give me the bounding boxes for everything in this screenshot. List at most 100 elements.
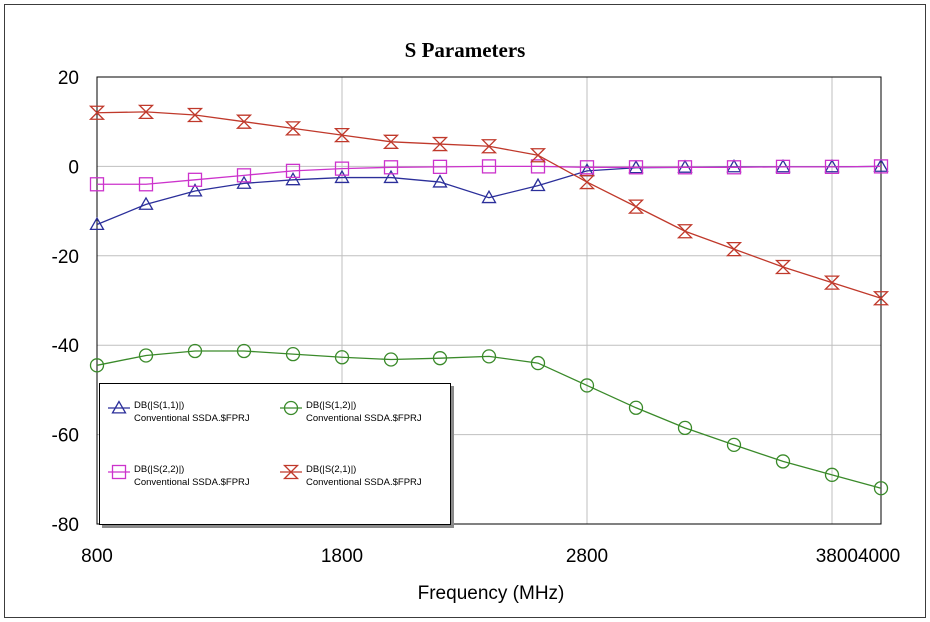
data-point-s12 [187,343,203,359]
legend-marker [111,464,127,480]
series-line-s22 [97,165,882,185]
data-point-s22 [873,159,889,174]
legend-label: DB(|S(2,1)|) [306,464,357,475]
series-s22 [89,159,889,192]
series-s21 [88,104,890,306]
data-point-s22 [432,159,448,174]
data-point-s21 [235,114,253,129]
x-tick-label: 2800 [566,546,608,567]
data-point-s21 [823,275,841,290]
series-layer [88,104,890,496]
data-point-s21 [333,127,351,143]
data-point-s12 [236,343,252,359]
data-point-s21 [774,259,792,275]
chart-frame: S Parameters 20 0 -20 -40 -60 -80 800 1800 2800… [4,4,926,618]
y-tick-label: -60 [52,426,79,447]
legend-swatch-s12 [280,400,302,416]
data-point-s11 [89,216,105,231]
x-axis-ticks: 800 1800 2800 38004000 [81,546,900,567]
data-point-s21 [88,105,106,120]
legend-item-s11: DB(|S(1,1)|) Conventional SSDA.$FPRJ [106,400,276,440]
data-point-s21 [529,148,547,163]
data-point-s22 [677,160,693,175]
legend-item-s12: DB(|S(1,2)|) Conventional SSDA.$FPRJ [278,400,448,440]
data-point-s21 [382,134,400,149]
data-point-s21 [186,107,204,123]
legend-sublabel: Conventional SSDA.$FPRJ [134,477,250,488]
data-point-s12 [481,349,497,364]
data-point-s11 [677,159,693,173]
y-tick-label: -40 [52,336,79,357]
series-line-s11 [96,165,882,226]
x-tick-label: 800 [81,546,113,567]
data-point-s12 [138,348,154,363]
data-point-s12 [530,355,546,371]
data-point-s22 [579,160,595,175]
legend-swatch-s21 [280,464,302,480]
data-point-s12 [628,400,644,415]
data-point-s11 [334,169,350,184]
data-point-s21 [137,104,155,120]
legend-swatch-s22 [108,464,130,480]
data-point-s11 [873,158,889,172]
data-point-s21 [578,174,596,190]
y-tick-label: 0 [68,157,79,178]
data-point-s11 [824,159,840,173]
data-point-s11 [383,169,399,184]
data-point-s21 [284,121,302,136]
data-point-s11 [236,175,252,189]
data-point-s11 [187,183,203,197]
legend: DB(|S(1,1)|) Conventional SSDA.$FPRJ DB(|S… [99,383,451,525]
data-point-s12 [579,378,595,393]
data-point-s12 [726,437,742,453]
series-s11 [89,158,889,231]
data-point-s12 [677,420,693,436]
legend-marker [283,400,299,416]
data-point-s12 [89,358,105,373]
data-point-s11 [285,171,301,186]
data-point-s22 [530,159,546,174]
series-line-s12 [96,350,882,489]
data-point-s22 [775,159,791,174]
legend-label: DB(|S(2,2)|) [134,464,185,475]
y-tick-label: -80 [52,515,79,536]
data-point-s22 [236,168,252,183]
data-point-s21 [627,199,645,214]
data-point-s12 [285,346,301,362]
legend-item-s22: DB(|S(2,2)|) Conventional SSDA.$FPRJ [106,464,276,504]
data-point-s22 [726,160,742,175]
data-point-s21 [676,224,694,239]
data-point-s22 [187,172,203,187]
legend-swatch-s11 [108,400,130,414]
data-point-s21 [725,241,743,257]
data-point-s11 [775,159,791,173]
legend-sublabel: Conventional SSDA.$FPRJ [306,413,422,424]
legend-sublabel: Conventional SSDA.$FPRJ [306,477,422,488]
plot-area [96,76,882,525]
legend-label: DB(|S(1,1)|) [134,400,185,411]
data-point-s22 [824,159,840,174]
data-point-s12 [334,350,350,365]
data-point-s21 [480,139,498,154]
chart-title: S Parameters [405,38,526,62]
data-point-s11 [432,174,448,188]
chart-svg: S Parameters 20 0 -20 -40 -60 -80 800 1800 2800… [52,38,901,604]
data-point-s12 [873,481,889,496]
data-point-s22 [138,177,154,192]
data-point-s12 [383,352,399,367]
y-tick-label: -20 [52,247,79,268]
legend-item-s21: DB(|S(2,1)|) Conventional SSDA.$FPRJ [278,464,448,504]
data-point-s22 [89,177,105,192]
x-axis-label: Frequency (MHz) [418,583,565,604]
data-point-s12 [775,454,791,469]
legend-marker [111,400,127,414]
data-point-s22 [628,160,644,175]
legend-marker [282,464,300,480]
data-point-s22 [334,161,350,176]
legend-sublabel: Conventional SSDA.$FPRJ [134,413,250,424]
data-point-s11 [481,189,497,204]
data-point-s22 [383,160,399,175]
data-point-s11 [726,159,742,173]
x-tick-label: 1800 [321,546,363,567]
data-point-s12 [824,467,840,482]
